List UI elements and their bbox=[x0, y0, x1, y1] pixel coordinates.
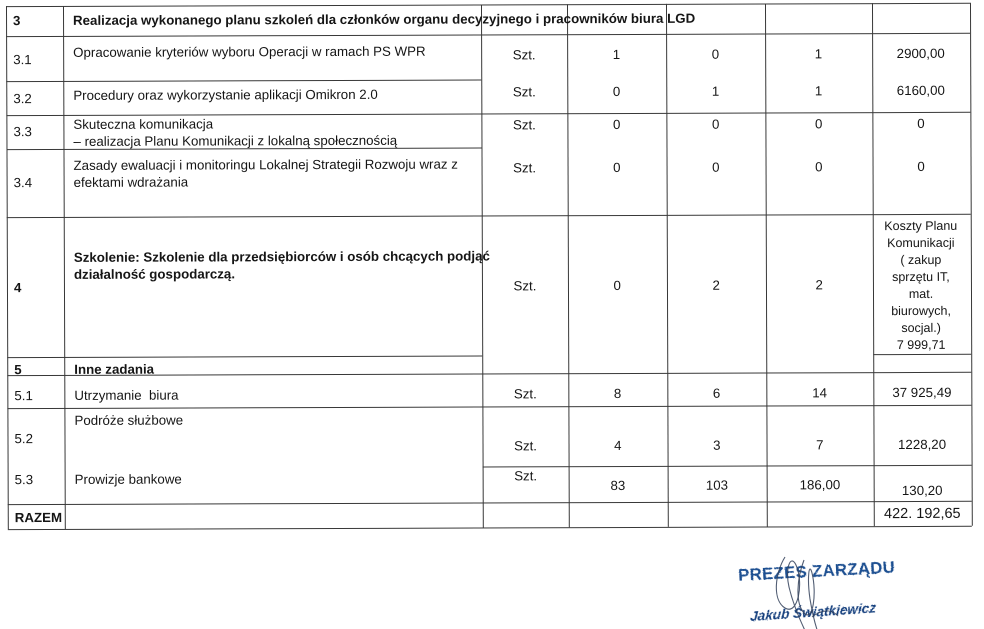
svg-text:PREZES ZARZĄDU: PREZES ZARZĄDU bbox=[738, 558, 896, 585]
